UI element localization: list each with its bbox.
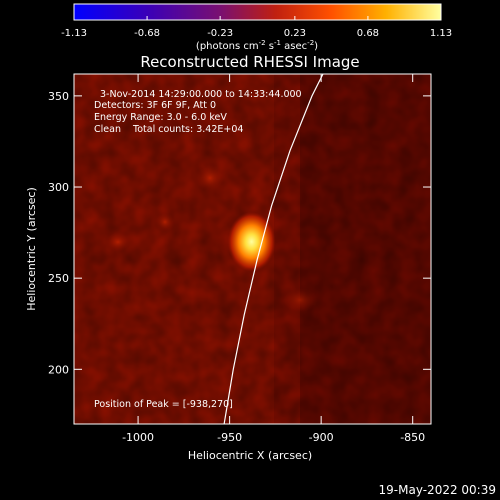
secondary-blob: [155, 212, 175, 232]
colorbar-tick-label: 0.23: [284, 28, 306, 39]
annotation-time: 3-Nov-2014 14:29:00.000 to 14:33:44.000: [100, 89, 302, 100]
solar-limb-curve: [223, 74, 324, 424]
annotation-clean: Clean Total counts: 3.42E+04: [94, 124, 243, 135]
colorbar: [73, 3, 442, 21]
image-area: [74, 74, 431, 424]
secondary-blob: [196, 164, 224, 192]
colorbar-ticks: -1.13 -0.68 -0.23 0.23 0.68 1.13: [61, 16, 452, 39]
secondary-blob: [282, 288, 318, 312]
x-tick-label: -850: [400, 431, 425, 444]
colorbar-tick-label: -0.23: [207, 28, 233, 39]
x-tick-label: -1000: [122, 431, 154, 444]
x-axis-label: Heliocentric X (arcsec): [188, 449, 312, 462]
colorbar-tick-label: 1.13: [430, 28, 452, 39]
colorbar-tick-label: -0.68: [134, 28, 160, 39]
chart-title: Reconstructed RHESSI Image: [140, 53, 359, 71]
y-tick-label: 350: [48, 90, 69, 103]
plot-frame: [73, 73, 432, 425]
colorbar-units-label: (photons cm-2 s-1 asec-2): [196, 39, 318, 52]
colorbar-tick-label: 0.68: [357, 28, 379, 39]
y-tick-label: 300: [48, 181, 69, 194]
y-tick-label: 200: [48, 363, 69, 376]
axis-ticks: -1000 -950 -900 -850 200 250 300 350: [48, 74, 431, 444]
y-tick-label: 250: [48, 272, 69, 285]
peak-source: [227, 211, 276, 272]
colorbar-tick-label: -1.13: [61, 28, 87, 39]
x-tick-label: -900: [309, 431, 334, 444]
annotation-peak-position: Position of Peak = [-938,270]: [94, 399, 233, 410]
annotation-detectors: Detectors: 3F 6F 9F, Att 0: [94, 100, 216, 111]
y-axis-label: Heliocentric Y (arcsec): [25, 187, 38, 311]
annotation-energy: Energy Range: 3.0 - 6.0 keV: [94, 112, 227, 123]
secondary-blob: [106, 232, 130, 252]
x-tick-label: -950: [217, 431, 242, 444]
footer-date: 19-May-2022 00:39: [379, 483, 496, 497]
